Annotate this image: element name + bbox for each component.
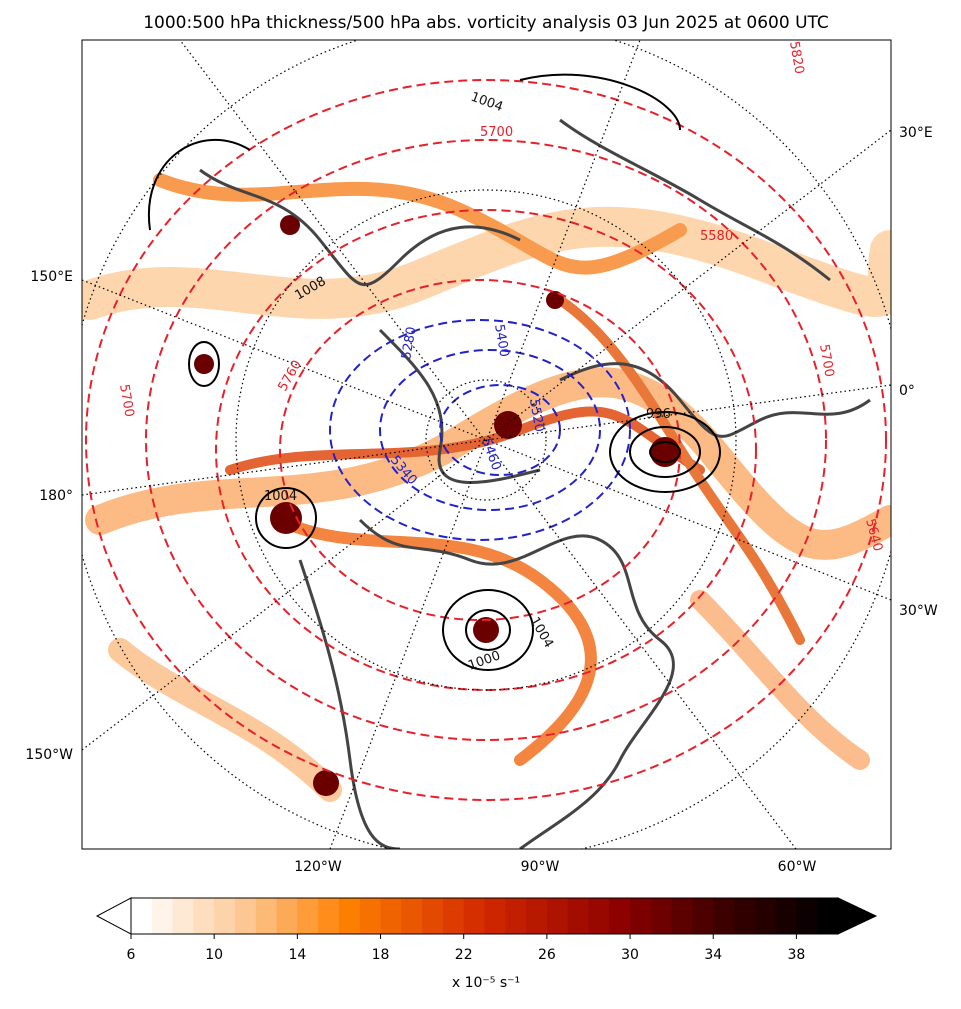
colorbar-tick-label: 30 bbox=[621, 947, 639, 963]
colorbar-segment bbox=[526, 898, 548, 934]
colorbar-segment bbox=[505, 898, 527, 934]
colorbar-tick-label: 14 bbox=[288, 947, 306, 963]
colorbar-segment bbox=[422, 898, 444, 934]
contour-label: 5700 bbox=[116, 383, 137, 418]
colorbar-extend-low bbox=[95, 897, 132, 935]
colorbar-segment bbox=[151, 898, 174, 934]
colorbar-segment bbox=[546, 898, 569, 934]
contour-label: 5820 bbox=[786, 40, 807, 75]
colorbar-tick-label: 34 bbox=[704, 947, 722, 963]
map-frame bbox=[81, 39, 892, 850]
colorbar-segment bbox=[650, 898, 673, 934]
contour-label: 5280 bbox=[399, 325, 420, 360]
colorbar-segment bbox=[630, 898, 652, 934]
colorbar-tick-label: 18 bbox=[372, 947, 390, 963]
colorbar-segment bbox=[318, 898, 340, 934]
lon-label: 0° bbox=[899, 383, 915, 399]
colorbar-segment bbox=[796, 898, 818, 934]
colorbar-segment bbox=[734, 898, 756, 934]
colorbar-segment bbox=[234, 898, 257, 934]
colorbar-segment bbox=[338, 898, 361, 934]
colorbar-segment bbox=[754, 898, 777, 934]
colorbar-frame bbox=[130, 897, 839, 935]
colorbar-segment bbox=[775, 898, 797, 934]
colorbar-segment bbox=[359, 898, 382, 934]
colorbar-segment bbox=[692, 898, 714, 934]
colorbar-segment bbox=[817, 898, 839, 934]
low-thickness-labels: 5280 5340 5400 5460 5520 bbox=[387, 323, 547, 488]
colorbar-segment bbox=[297, 898, 319, 934]
lon-label: 180° bbox=[39, 488, 73, 504]
lon-label: 30°W bbox=[899, 603, 938, 619]
contour-label: 1004 bbox=[264, 489, 297, 504]
colorbar-segment bbox=[380, 898, 402, 934]
colorbar-segment bbox=[276, 898, 298, 934]
colorbar-tick-label: 22 bbox=[455, 947, 473, 963]
colorbar: 6 10 14 18 22 26 30 34 38 bbox=[95, 897, 878, 963]
colorbar-segment bbox=[255, 898, 278, 934]
colorbar-segment bbox=[172, 898, 194, 934]
colorbar-segment bbox=[463, 898, 485, 934]
contour-label: 5700 bbox=[480, 125, 513, 140]
colorbar-tick-label: 38 bbox=[787, 947, 805, 963]
colorbar-segment bbox=[713, 898, 735, 934]
lon-label: 150°E bbox=[30, 269, 73, 285]
colorbar-segment bbox=[401, 898, 423, 934]
contour-label: 5580 bbox=[700, 229, 733, 244]
lon-label: 60°W bbox=[778, 859, 817, 875]
contour-label: 5520 bbox=[526, 398, 547, 433]
lon-label: 150°W bbox=[25, 747, 73, 763]
colorbar-segment bbox=[609, 898, 631, 934]
colorbar-label: x 10⁻⁵ s⁻¹ bbox=[452, 975, 520, 991]
lon-label: 30°E bbox=[899, 125, 933, 141]
contour-label: 5400 bbox=[491, 323, 512, 358]
lon-label: 90°W bbox=[521, 859, 560, 875]
colorbar-segment bbox=[193, 898, 215, 934]
map bbox=[82, 40, 891, 849]
colorbar-tick-label: 26 bbox=[538, 947, 556, 963]
contour-label: 996 bbox=[646, 407, 671, 422]
colorbar-segment bbox=[131, 898, 153, 934]
lon-label: 120°W bbox=[294, 859, 342, 875]
colorbar-segment bbox=[442, 898, 465, 934]
colorbar-segment bbox=[671, 898, 693, 934]
title: 1000:500 hPa thickness/500 hPa abs. vort… bbox=[143, 13, 829, 33]
colorbar-tick-label: 10 bbox=[205, 947, 223, 963]
colorbar-segment bbox=[567, 898, 589, 934]
colorbar-segment bbox=[214, 898, 236, 934]
colorbar-extend-high bbox=[837, 897, 878, 935]
colorbar-tick-label: 6 bbox=[127, 947, 136, 963]
colorbar-segment bbox=[588, 898, 610, 934]
colorbar-segment bbox=[484, 898, 506, 934]
contour-label: 5700 bbox=[816, 343, 837, 378]
